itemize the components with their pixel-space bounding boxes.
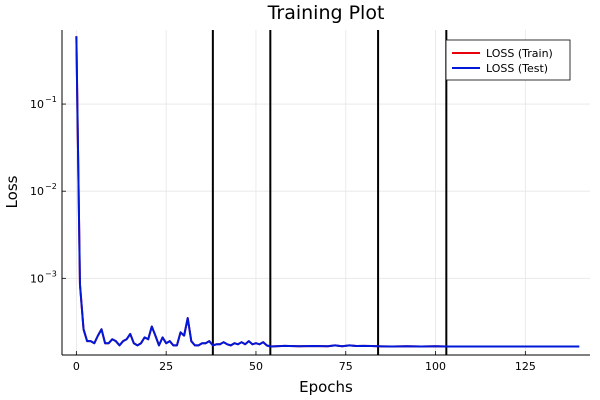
legend-label-test: LOSS (Test) — [486, 62, 548, 75]
x-tick-label: 125 — [515, 360, 536, 373]
x-tick-label: 50 — [249, 360, 263, 373]
x-tick-label: 25 — [159, 360, 173, 373]
x-tick-label: 75 — [339, 360, 353, 373]
series-line-test — [75, 36, 580, 348]
y-tick-exponent: −2 — [45, 182, 57, 191]
y-tick-label: 10 — [30, 185, 44, 198]
legend-box — [445, 39, 571, 81]
y-tick-exponent: −1 — [45, 95, 57, 104]
y-tick-label: 10 — [30, 272, 44, 285]
vertical-markers — [211, 30, 448, 355]
legend-label-train: LOSS (Train) — [486, 47, 553, 60]
x-axis-title: Epochs — [299, 378, 353, 396]
chart-title: Training Plot — [267, 2, 385, 24]
legend: LOSS (Train) LOSS (Test) — [445, 39, 571, 81]
grid-lines — [62, 30, 590, 355]
y-tick-label: 10 — [30, 98, 44, 111]
axes — [61, 30, 590, 356]
y-tick-exponent: −3 — [45, 269, 57, 278]
x-tick-label: 0 — [73, 360, 80, 373]
y-axis-title: Loss — [3, 175, 21, 208]
x-tick-label: 100 — [425, 360, 446, 373]
series-lines — [75, 36, 580, 348]
